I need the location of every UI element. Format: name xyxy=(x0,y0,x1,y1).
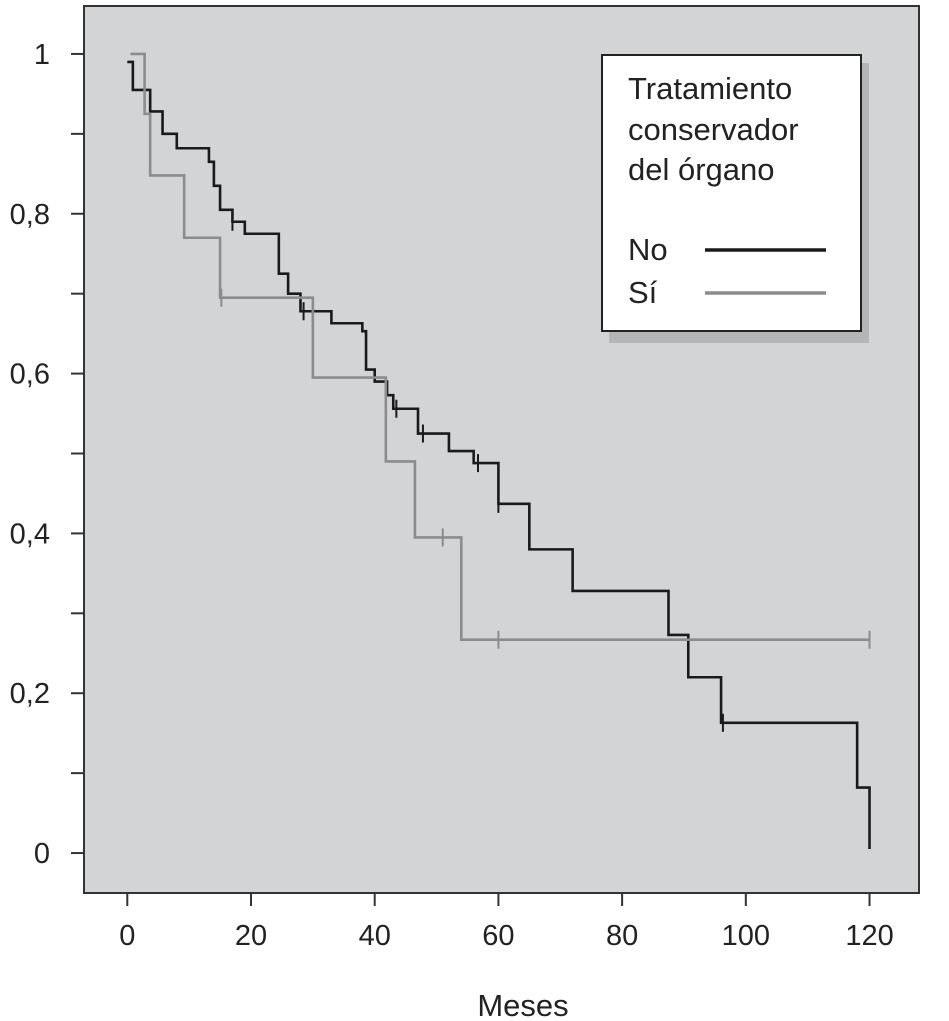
x-axis-title: Meses xyxy=(477,988,568,1021)
x-tick-label-3: 60 xyxy=(482,920,514,952)
legend-label-si: Sí xyxy=(628,275,658,310)
x-axis: 0 20 40 60 80 100 120 xyxy=(119,893,894,952)
legend-label-no: No xyxy=(628,232,668,267)
y-tick-label-1: 0,2 xyxy=(10,678,50,710)
series-layer xyxy=(127,52,871,850)
y-tick-label-5: 1 xyxy=(34,39,50,71)
legend-title-line-1: Tratamiento xyxy=(628,71,792,106)
x-tick-label-5: 100 xyxy=(722,920,770,952)
y-tick-label-3: 0,6 xyxy=(10,359,50,391)
legend: Tratamiento conservador del órgano No Sí xyxy=(601,54,869,343)
x-tick-label-6: 120 xyxy=(845,920,893,952)
legend-box xyxy=(601,54,862,332)
x-tick-label-4: 80 xyxy=(606,920,638,952)
x-tick-label-0: 0 xyxy=(119,920,135,952)
series-1 xyxy=(130,52,871,649)
series-0 xyxy=(127,60,871,850)
legend-title-line-2: conservador xyxy=(628,112,799,147)
legend-title-line-3: del órgano xyxy=(628,152,775,187)
x-tick-label-1: 20 xyxy=(235,920,267,952)
x-tick-label-2: 40 xyxy=(359,920,391,952)
y-tick-label-2: 0,4 xyxy=(10,518,50,550)
y-tick-label-0: 0 xyxy=(34,838,50,870)
y-tick-label-4: 0,8 xyxy=(10,199,50,231)
series-line-0 xyxy=(127,60,871,850)
y-axis: 0 0,2 0,4 0,6 0,8 1 xyxy=(10,39,84,870)
series-line-1 xyxy=(130,52,870,641)
